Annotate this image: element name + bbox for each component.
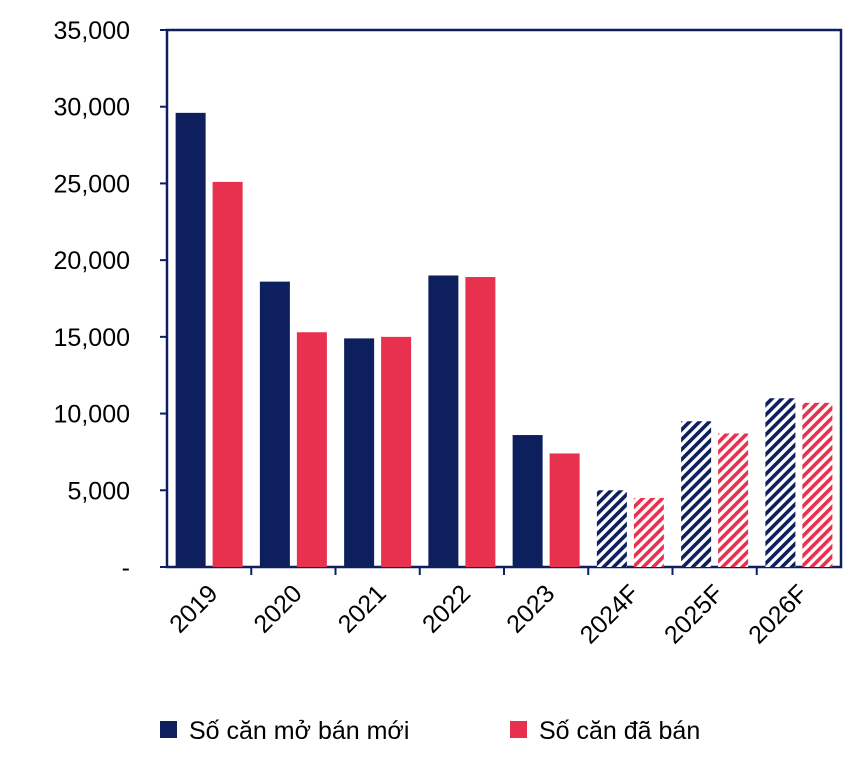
- x-axis: 2019 2020 2021 2022 2023 2024F 2025F 2026F: [164, 567, 813, 649]
- x-tick-label: 2019: [164, 579, 223, 638]
- y-tick-label: -: [122, 554, 130, 582]
- legend-label-sold: Số căn đã bán: [539, 717, 700, 745]
- x-tick-label: 2024F: [575, 579, 645, 649]
- bar-new-2024f: [596, 490, 627, 567]
- bar-sold-2023: [549, 453, 580, 567]
- bar-sold-2021: [381, 336, 412, 567]
- x-tick-label: 2021: [333, 579, 392, 638]
- x-tick-label: 2026F: [743, 579, 813, 649]
- x-tick-label: 2022: [417, 579, 476, 638]
- bar-sold-2020: [296, 332, 327, 567]
- bar-new-2019: [175, 112, 206, 567]
- y-axis: - 5,000 10,000 15,000 20,000 25,000 30,000 35,0…: [54, 17, 167, 582]
- bar-sold-2025f: [718, 433, 749, 567]
- bar-new-2021: [344, 338, 375, 567]
- y-tick-label: 10,000: [54, 401, 130, 429]
- bar-sold-2024f: [633, 497, 664, 567]
- x-tick-label: 2025F: [659, 579, 729, 649]
- x-tick-label: 2023: [501, 579, 560, 638]
- y-tick-label: 5,000: [67, 477, 130, 505]
- bar-sold-2026f: [802, 402, 833, 567]
- bar-sold-2019: [212, 181, 243, 567]
- bar-new-2025f: [681, 421, 712, 567]
- legend-label-new: Số căn mở bán mới: [189, 717, 409, 745]
- bar-new-2026f: [765, 398, 796, 567]
- legend: Số căn mở bán mới Số căn đã bán: [160, 717, 700, 745]
- y-tick-label: 30,000: [54, 94, 130, 122]
- y-tick-label: 20,000: [54, 247, 130, 275]
- bar-new-2023: [512, 435, 543, 567]
- bars: [175, 112, 833, 567]
- legend-swatch-sold: [510, 721, 527, 738]
- bar-new-2020: [259, 281, 290, 567]
- y-tick-label: 15,000: [54, 324, 130, 352]
- x-tick-label: 2020: [248, 579, 307, 638]
- legend-swatch-new: [160, 721, 177, 738]
- y-tick-label: 35,000: [54, 17, 130, 45]
- y-tick-label: 25,000: [54, 170, 130, 198]
- bar-new-2022: [428, 275, 459, 567]
- bar-sold-2022: [465, 277, 496, 567]
